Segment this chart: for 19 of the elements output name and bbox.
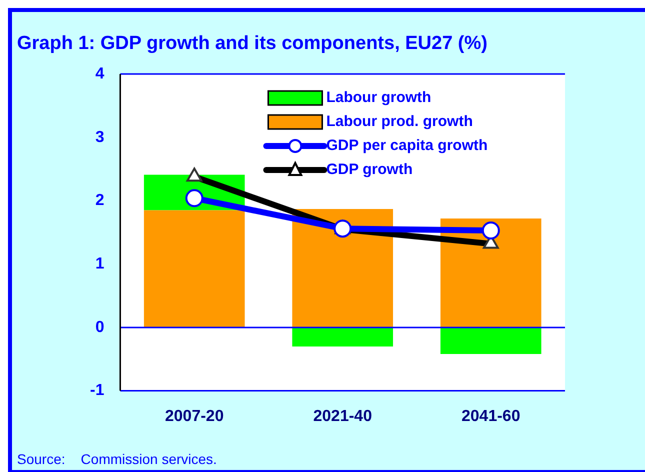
legend-label: GDP growth bbox=[326, 161, 413, 178]
x-tick-label: 2021-40 bbox=[313, 408, 372, 425]
bar bbox=[440, 327, 542, 354]
y-tick-label: 4 bbox=[95, 65, 104, 82]
x-tick-label: 2007-20 bbox=[164, 408, 224, 425]
y-tick-label: 0 bbox=[95, 318, 104, 336]
legend-label: GDP per capita growth bbox=[326, 137, 488, 154]
bar bbox=[144, 210, 245, 328]
y-tick-label: 3 bbox=[95, 128, 104, 146]
y-tick-label: 2 bbox=[95, 192, 104, 210]
chart-title: Graph 1: GDP growth and its components, EU27 (%) bbox=[17, 33, 488, 54]
y-tick-label: -1 bbox=[90, 382, 104, 400]
source-note: Source: Commission services. bbox=[17, 450, 217, 467]
bar bbox=[440, 218, 542, 328]
x-tick-label: 2041-60 bbox=[462, 408, 520, 425]
legend-label: Labour prod. growth bbox=[326, 113, 473, 130]
y-tick-label: 1 bbox=[95, 255, 104, 272]
legend-label: Labour growth bbox=[326, 89, 432, 106]
bar bbox=[292, 327, 394, 346]
